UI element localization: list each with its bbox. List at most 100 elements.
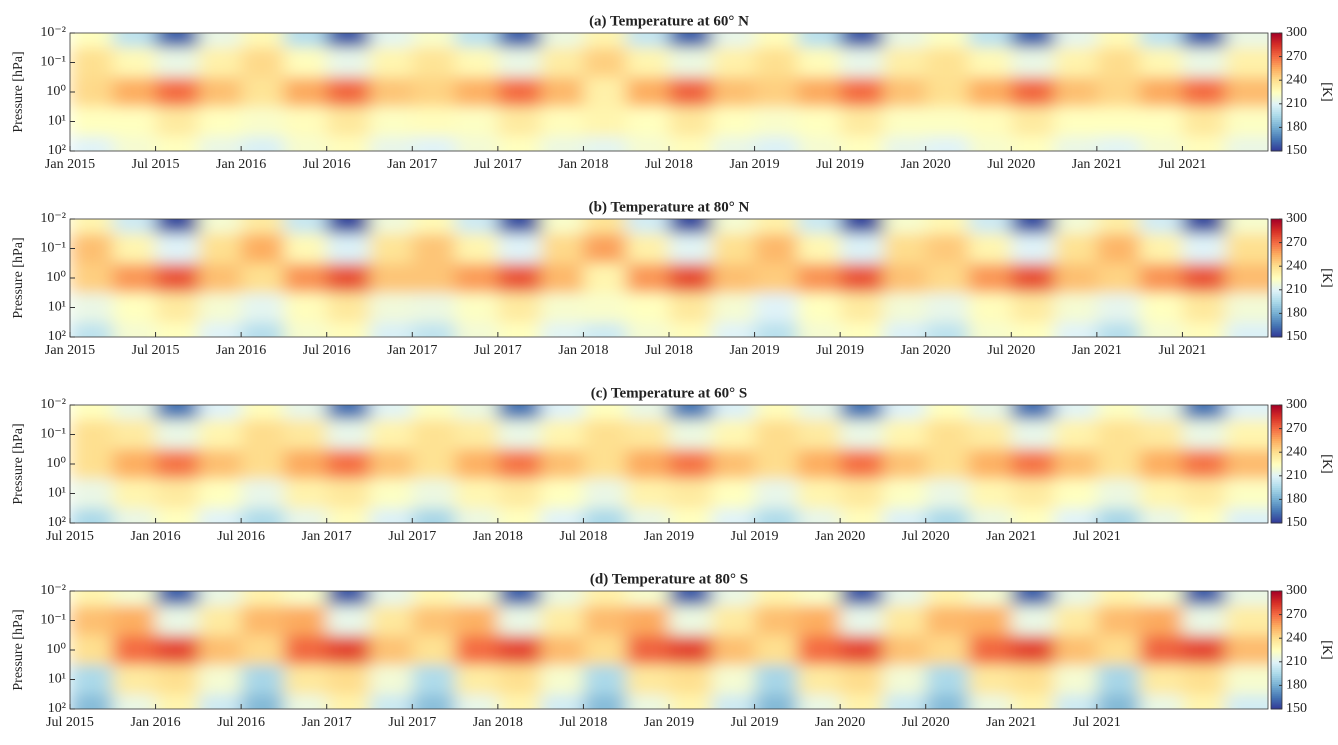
cell xyxy=(241,591,285,607)
cell xyxy=(1096,664,1141,695)
cell xyxy=(626,33,670,49)
x-tick-label: Jul 2016 xyxy=(303,343,351,358)
cell xyxy=(1096,405,1141,421)
colorbar-segment xyxy=(1271,515,1282,518)
cell xyxy=(326,106,370,137)
colorbar-segment xyxy=(1271,258,1282,261)
x-tick-label: Jan 2015 xyxy=(45,343,95,358)
cell xyxy=(1054,694,1098,709)
x-tick-label: Jul 2019 xyxy=(731,715,779,730)
cell xyxy=(669,106,713,137)
cell xyxy=(283,478,328,509)
cell xyxy=(626,694,670,709)
cell xyxy=(925,449,969,480)
colorbar-segment xyxy=(1271,667,1282,671)
cell xyxy=(1139,419,1183,450)
cell xyxy=(1011,635,1055,666)
cell xyxy=(882,292,927,323)
colorbar-segment xyxy=(1271,103,1282,107)
cell xyxy=(455,664,499,695)
cell xyxy=(1096,47,1141,78)
cell xyxy=(711,591,756,607)
colorbar-segment xyxy=(1271,600,1282,604)
cell xyxy=(669,33,713,49)
cell xyxy=(155,694,199,709)
x-tick-label: Jan 2021 xyxy=(1072,157,1122,172)
colorbar-segment xyxy=(1271,121,1282,124)
x-tick-label: Jul 2016 xyxy=(217,529,265,544)
colorbar-segment xyxy=(1271,309,1282,312)
colorbar-segment xyxy=(1271,117,1282,121)
cell xyxy=(925,635,969,666)
cell xyxy=(1225,405,1268,421)
cell xyxy=(112,136,157,151)
x-tick-label: Jul 2016 xyxy=(217,715,265,730)
colorbar-segment xyxy=(1271,412,1282,416)
cell xyxy=(626,478,670,509)
colorbar-segment xyxy=(1271,507,1282,510)
colorbar-segment xyxy=(1271,687,1282,690)
cell xyxy=(455,478,499,509)
cell xyxy=(326,419,370,450)
cell xyxy=(1096,449,1141,480)
colorbar-segment xyxy=(1271,669,1282,673)
cell xyxy=(112,449,157,480)
cell xyxy=(497,263,542,294)
cell xyxy=(1225,263,1268,294)
cell xyxy=(412,136,456,151)
cell xyxy=(925,508,969,523)
cell xyxy=(70,106,114,137)
cell xyxy=(70,233,114,264)
cell xyxy=(968,449,1012,480)
cell xyxy=(754,591,798,607)
colorbar-tick-label: 270 xyxy=(1286,235,1307,250)
cell xyxy=(540,591,584,607)
cell xyxy=(1011,233,1055,264)
cell xyxy=(1054,33,1098,49)
colorbar-segment xyxy=(1271,93,1282,97)
colorbar-segment xyxy=(1271,464,1282,467)
colorbar-tick-label: 210 xyxy=(1286,654,1307,669)
colorbar-segment xyxy=(1271,76,1282,79)
cell xyxy=(155,664,199,695)
x-tick-label: Jul 2017 xyxy=(388,529,436,544)
x-tick-label: Jan 2020 xyxy=(901,343,951,358)
x-tick-label: Jul 2020 xyxy=(987,343,1035,358)
colorbar-segment xyxy=(1271,610,1282,614)
colorbar-segment xyxy=(1271,46,1282,50)
cell xyxy=(1054,591,1098,607)
cell xyxy=(925,233,969,264)
colorbar-segment xyxy=(1271,410,1282,414)
colorbar-segment xyxy=(1271,125,1282,128)
cell xyxy=(583,77,627,108)
colorbar-segment xyxy=(1271,301,1282,305)
cell xyxy=(1182,449,1226,480)
colorbar-segment xyxy=(1271,693,1282,696)
cell xyxy=(70,591,114,607)
colorbar-segment xyxy=(1271,487,1282,491)
colorbar-segment xyxy=(1271,681,1282,684)
colorbar-segment xyxy=(1271,48,1282,52)
colorbar-segment xyxy=(1271,129,1282,132)
x-tick-label: Jul 2015 xyxy=(46,715,94,730)
cell xyxy=(754,419,798,450)
cell xyxy=(1096,635,1141,666)
cell xyxy=(112,635,157,666)
cell xyxy=(840,219,884,235)
cell xyxy=(797,292,841,323)
cell xyxy=(583,635,627,666)
cell xyxy=(326,605,370,636)
x-tick-label: Jan 2016 xyxy=(130,529,180,544)
cell xyxy=(112,292,157,323)
cell xyxy=(882,233,927,264)
cell xyxy=(711,478,756,509)
colorbar-segment xyxy=(1271,499,1282,502)
colorbar-segment xyxy=(1271,42,1282,46)
colorbar-segment xyxy=(1271,313,1282,316)
cell xyxy=(241,219,285,235)
cell xyxy=(583,419,627,450)
cell xyxy=(1054,219,1098,235)
cell xyxy=(369,449,413,480)
cell xyxy=(840,449,884,480)
cell xyxy=(797,106,841,137)
